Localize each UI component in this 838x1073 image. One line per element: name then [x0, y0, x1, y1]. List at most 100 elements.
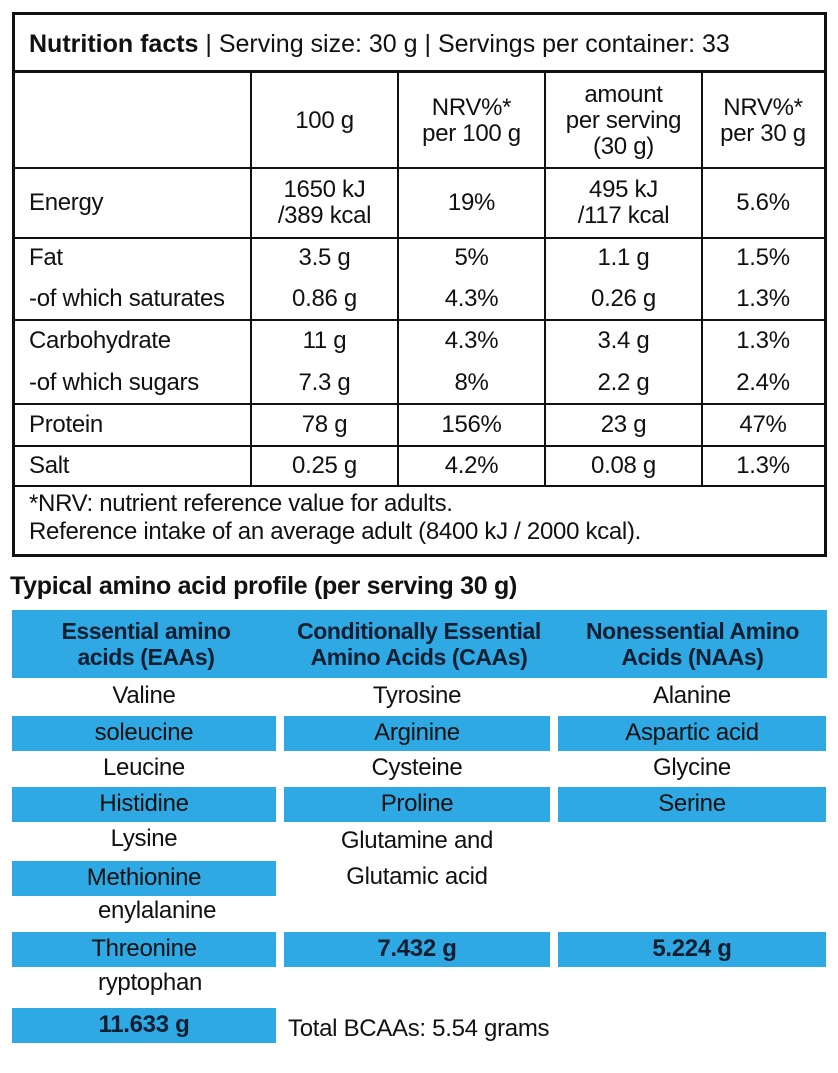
- highlight-band: [12, 1008, 276, 1043]
- nutrient-value: 1.5%: [736, 244, 790, 271]
- column-divider: [701, 73, 703, 486]
- nutrient-value: 4.3%: [444, 327, 499, 354]
- naa-item: Serine: [658, 790, 726, 817]
- nutrient-label: Salt: [29, 452, 70, 479]
- nutrient-label: Carbohydrate: [29, 327, 171, 354]
- naa-item: Alanine: [653, 682, 731, 709]
- nutrition-facts-table: Nutrition facts | Serving size: 30 g | S…: [12, 12, 827, 557]
- energy-row: Energy 1650 kJ/389 kcal 19% 495 kJ/117 kcal…: [15, 168, 824, 238]
- protein-row: Protein 78 g 156% 23 g 47%: [15, 404, 824, 446]
- row-divider: [15, 319, 824, 321]
- sugars-row: -of which sugars 7.3 g 8% 2.2 g 2.4%: [15, 362, 824, 404]
- caa-item: Proline: [380, 790, 454, 817]
- eaa-total: 11.633 g: [98, 1011, 190, 1038]
- carbohydrate-row: Carbohydrate 11 g 4.3% 3.4 g 1.3%: [15, 320, 824, 362]
- nutrient-value: 23 g: [600, 411, 647, 438]
- nutrient-value: 3.5 g: [298, 244, 351, 271]
- eaa-item: Methionine: [86, 864, 202, 891]
- row-divider: [15, 167, 824, 169]
- nutrient-value: 3.4 g: [597, 327, 650, 354]
- nutrition-footnote: *NRV: nutrient reference value for adult…: [29, 490, 819, 546]
- row-divider: [15, 445, 824, 447]
- highlight-band: [12, 787, 276, 822]
- column-header: NRV%* per 100 g: [422, 93, 521, 147]
- eaa-header: Essential amino acids (EAAs): [61, 618, 231, 670]
- naa-item: Glycine: [653, 754, 731, 781]
- nutrient-value: 2.2 g: [597, 369, 650, 396]
- nutrient-label: -of which saturates: [29, 285, 225, 312]
- nutrition-title: Nutrition facts: [29, 30, 199, 58]
- column-header: amount per serving (30 g): [565, 80, 682, 160]
- caa-item: Glutamic acid: [346, 863, 488, 890]
- nutrient-value: 1650 kJ/389 kcal: [277, 176, 372, 229]
- highlight-band: [284, 716, 550, 751]
- eaa-item: Valine: [112, 682, 176, 709]
- nutrition-header: Nutrition facts | Serving size: 30 g | S…: [15, 15, 824, 73]
- nutrient-value: 0.08 g: [591, 452, 656, 479]
- highlight-band: [558, 716, 826, 751]
- serving-info: | Serving size: 30 g | Servings per cont…: [198, 30, 730, 58]
- column-header: NRV%* per 30 g: [720, 93, 806, 147]
- eaa-item: Leucine: [103, 754, 185, 781]
- highlight-band: [284, 787, 550, 822]
- nutrient-value: 156%: [441, 411, 502, 438]
- row-divider: [15, 485, 824, 487]
- amino-header-band: Essential amino acids (EAAs) Conditionally…: [12, 610, 827, 678]
- nutrient-value: 8%: [454, 369, 489, 396]
- nutrient-value: 47%: [739, 411, 787, 438]
- column-header: [15, 73, 251, 168]
- caa-item: Cysteine: [371, 754, 463, 781]
- nutrient-label: Protein: [29, 411, 103, 438]
- nutrient-value: 11 g: [302, 327, 347, 354]
- highlight-band: [12, 932, 276, 967]
- naa-total: 5.224 g: [652, 935, 732, 962]
- nutrient-value: 0.86 g: [292, 285, 357, 312]
- highlight-band: [558, 787, 826, 822]
- fat-row: Fat 3.5 g 5% 1.1 g 1.5%: [15, 238, 824, 278]
- nutrient-value: 0.26 g: [591, 285, 656, 312]
- nutrient-value: 1.3%: [736, 327, 790, 354]
- eaa-item: Histidine: [99, 790, 189, 817]
- column-divider: [397, 73, 399, 486]
- nutrient-value: 4.3%: [444, 285, 499, 312]
- nutrient-value: 19%: [447, 189, 496, 216]
- eaa-item: Threonine: [91, 935, 197, 962]
- eaa-item: enylalanine: [98, 897, 217, 924]
- caa-total: 7.432 g: [377, 935, 457, 962]
- caa-item: Tyrosine: [372, 682, 462, 709]
- salt-row: Salt 0.25 g 4.2% 0.08 g 1.3%: [15, 446, 824, 486]
- saturates-row: -of which saturates 0.86 g 4.3% 0.26 g 1.3%: [15, 278, 824, 320]
- header-row: 100 g NRV%* per 100 g amount per serving (30 …: [15, 73, 824, 168]
- column-divider: [250, 73, 252, 486]
- bcaa-total: Total BCAAs: 5.54 grams: [288, 1015, 550, 1042]
- highlight-band: [12, 716, 276, 751]
- amino-profile-title: Typical amino acid profile (per serving …: [10, 572, 518, 600]
- reference-intake-footnote: Reference intake of an average adult (84…: [29, 518, 642, 545]
- highlight-band: [558, 932, 826, 967]
- caa-item: Arginine: [374, 719, 460, 746]
- eaa-item: soleucine: [94, 719, 194, 746]
- nutrient-value: 5%: [454, 244, 489, 271]
- naa-header: Nonessential Amino Acids (NAAs): [585, 618, 800, 670]
- nutrient-value: 1.3%: [736, 452, 790, 479]
- nutrient-value: 78 g: [301, 411, 348, 438]
- highlight-band: [284, 932, 550, 967]
- highlight-band: [12, 861, 276, 896]
- column-header: 100 g: [295, 106, 354, 134]
- eaa-item: ryptophan: [98, 969, 203, 996]
- nutrient-label: Energy: [29, 189, 104, 216]
- nutrient-value: 2.4%: [736, 369, 790, 396]
- column-divider: [544, 73, 546, 486]
- nutrient-value: 1.1 g: [597, 244, 650, 271]
- nrv-footnote: *NRV: nutrient reference value for adult…: [29, 490, 453, 517]
- eaa-item: Lysine: [110, 825, 178, 852]
- row-divider: [15, 403, 824, 405]
- naa-item: Aspartic acid: [625, 719, 759, 746]
- nutrient-value: 495 kJ/117 kcal: [577, 176, 670, 229]
- nutrient-value: 5.6%: [736, 189, 790, 216]
- row-divider: [15, 237, 824, 239]
- nutrient-value: 7.3 g: [298, 369, 351, 396]
- nutrient-value: 4.2%: [444, 452, 499, 479]
- nutrient-label: Fat: [29, 244, 63, 271]
- nutrient-value: 0.25 g: [292, 452, 357, 479]
